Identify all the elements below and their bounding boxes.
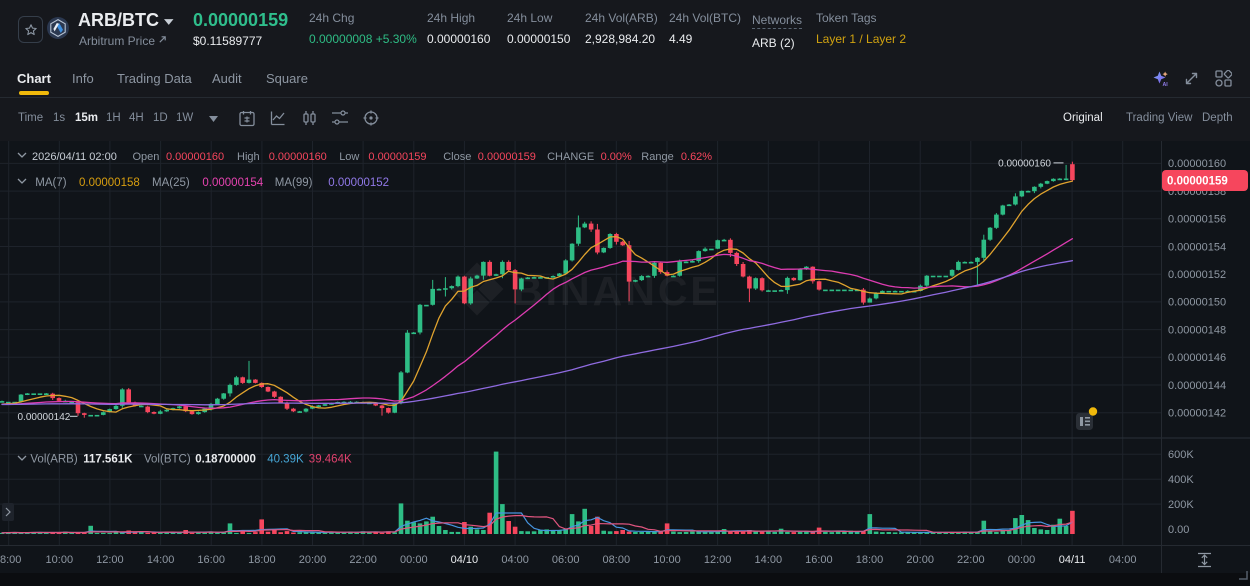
svg-text:40.39K: 40.39K (267, 454, 304, 466)
svg-text:Close: Close (443, 151, 471, 163)
svg-text:8:00: 8:00 (0, 554, 21, 566)
svg-text:18:00: 18:00 (856, 554, 884, 566)
svg-text:16:00: 16:00 (197, 554, 225, 566)
svg-text:18:00: 18:00 (248, 554, 276, 566)
svg-text:High: High (237, 151, 260, 163)
svg-text:0.00000160: 0.00000160 (998, 159, 1051, 170)
svg-text:08:00: 08:00 (603, 554, 631, 566)
svg-text:10:00: 10:00 (46, 554, 74, 566)
svg-text:Range: Range (641, 151, 673, 163)
svg-text:2026/04/11 02:00: 2026/04/11 02:00 (32, 151, 117, 163)
svg-text:117.561K: 117.561K (83, 454, 133, 466)
svg-text:0.00000144: 0.00000144 (1168, 380, 1226, 392)
svg-text:06:00: 06:00 (552, 554, 580, 566)
svg-text:22:00: 22:00 (957, 554, 985, 566)
svg-text:16:00: 16:00 (805, 554, 833, 566)
svg-text:200K: 200K (1168, 499, 1194, 511)
svg-text:0.00000159: 0.00000159 (478, 151, 536, 163)
svg-text:0.62%: 0.62% (681, 151, 712, 163)
svg-text:Vol(ARB): Vol(ARB) (30, 454, 77, 466)
svg-text:0.00000154: 0.00000154 (202, 177, 263, 189)
svg-text:0.00000159: 0.00000159 (368, 151, 426, 163)
svg-text:20:00: 20:00 (299, 554, 327, 566)
svg-text:0.00000150: 0.00000150 (1168, 297, 1226, 309)
svg-text:12:00: 12:00 (704, 554, 732, 566)
svg-text:400K: 400K (1168, 474, 1194, 486)
svg-text:MA(7): MA(7) (35, 177, 66, 189)
svg-text:04/11: 04/11 (1059, 554, 1086, 566)
svg-text:0.00000159: 0.00000159 (1167, 176, 1228, 188)
svg-text:14:00: 14:00 (147, 554, 175, 566)
svg-text:00:00: 00:00 (400, 554, 428, 566)
svg-text:600K: 600K (1168, 449, 1194, 461)
svg-text:BINANCE: BINANCE (513, 268, 721, 314)
svg-text:0.00000146: 0.00000146 (1168, 352, 1226, 364)
svg-text:39.464K: 39.464K (309, 454, 352, 466)
svg-text:0.00000152: 0.00000152 (1168, 269, 1226, 281)
svg-text:04:00: 04:00 (1109, 554, 1137, 566)
svg-text:0.18700000: 0.18700000 (195, 454, 256, 466)
svg-text:14:00: 14:00 (755, 554, 783, 566)
svg-text:0.00000160: 0.00000160 (269, 151, 327, 163)
svg-text:0.00000142: 0.00000142 (1168, 408, 1226, 420)
svg-text:10:00: 10:00 (653, 554, 681, 566)
svg-text:Vol(BTC): Vol(BTC) (144, 454, 191, 466)
svg-text:20:00: 20:00 (906, 554, 934, 566)
svg-text:0.00%: 0.00% (601, 151, 632, 163)
svg-text:MA(25): MA(25) (152, 177, 190, 189)
svg-text:12:00: 12:00 (96, 554, 124, 566)
svg-text:Open: Open (133, 151, 160, 163)
svg-text:CHANGE: CHANGE (547, 151, 594, 163)
svg-text:0.00000160: 0.00000160 (166, 151, 224, 163)
svg-text:22:00: 22:00 (349, 554, 377, 566)
svg-text:0.00: 0.00 (1168, 524, 1189, 536)
svg-text:0.00000160: 0.00000160 (1168, 158, 1226, 170)
svg-text:0.00000154: 0.00000154 (1168, 241, 1226, 253)
svg-text:Low: Low (339, 151, 359, 163)
svg-text:AI: AI (1163, 82, 1169, 88)
svg-text:00:00: 00:00 (1008, 554, 1036, 566)
svg-text:0.00000148: 0.00000148 (1168, 324, 1226, 336)
svg-text:0.00000142: 0.00000142 (18, 412, 71, 423)
svg-text:0.00000156: 0.00000156 (1168, 214, 1226, 226)
svg-text:0.00000158: 0.00000158 (79, 177, 140, 189)
svg-text:MA(99): MA(99) (275, 177, 313, 189)
svg-text:0.00000152: 0.00000152 (328, 177, 389, 189)
svg-text:04:00: 04:00 (501, 554, 529, 566)
svg-text:04/10: 04/10 (451, 554, 479, 566)
